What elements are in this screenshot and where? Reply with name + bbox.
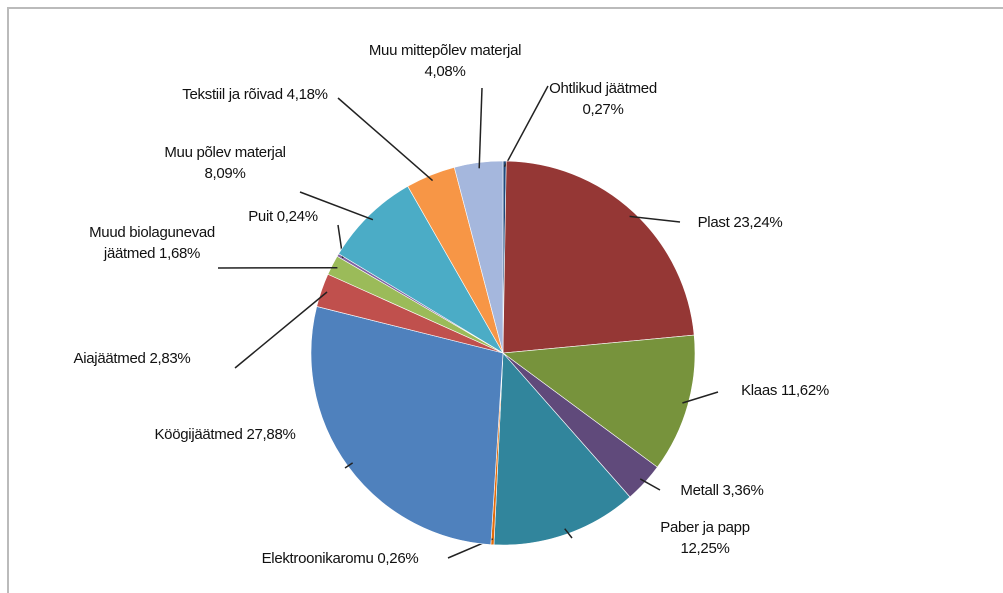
- value-label: 1,68%: [159, 245, 201, 262]
- data-label: Tekstiil ja rõivad 4,18%: [170, 84, 340, 105]
- leader-line: [234, 291, 328, 369]
- value-label: 0,27%: [582, 101, 624, 118]
- value-label: 27,88%: [246, 426, 296, 443]
- data-label: Metall 3,36%: [652, 480, 792, 501]
- data-label: Plast 23,24%: [670, 212, 810, 233]
- leader-line: [503, 85, 549, 168]
- value-label: 0,24%: [276, 208, 318, 225]
- leader-line: [639, 478, 661, 491]
- data-label: Muu põlev materjal 8,09%: [145, 142, 305, 184]
- value-label: 12,25%: [680, 540, 730, 557]
- value-label: 3,36%: [722, 482, 764, 499]
- category-name: Metall: [680, 482, 719, 499]
- category-name: Paber ja papp: [660, 519, 750, 536]
- pie-slice: [453, 160, 504, 354]
- category-name: Elektroonikaromu: [261, 550, 374, 567]
- data-label: Aiajäätmed 2,83%: [47, 348, 217, 369]
- value-label: 4,18%: [286, 86, 328, 103]
- category-name: Muu mittepõlev materjal: [368, 42, 522, 59]
- leader-line: [478, 87, 483, 169]
- data-label: Ohtlikud jäätmed 0,27%: [533, 78, 673, 120]
- data-label: Muu mittepõlev materjal 4,08%: [355, 40, 535, 82]
- category-name: Klaas: [741, 382, 778, 399]
- category-name: Muud biolagunevad jäätmed: [89, 224, 215, 262]
- pie-slice: [493, 352, 631, 546]
- category-name: Puit: [248, 208, 273, 225]
- data-label: Köögijäätmed 27,88%: [145, 424, 305, 445]
- pie-slice: [502, 160, 695, 354]
- data-label: Klaas 11,62%: [715, 380, 855, 401]
- leader-line: [299, 191, 374, 221]
- leader-line: [564, 528, 573, 539]
- leader-line: [682, 391, 719, 404]
- leader-line: [629, 215, 681, 223]
- category-name: Aiajäätmed: [73, 350, 146, 367]
- category-name: Muu põlev materjal: [164, 144, 286, 161]
- value-label: 11,62%: [780, 382, 829, 399]
- value-label: 23,24%: [733, 214, 783, 231]
- category-name: Ohtlikud jäätmed: [549, 80, 657, 97]
- category-name: Köögijäätmed: [154, 426, 243, 443]
- value-label: 0,26%: [377, 550, 419, 567]
- pie-slice: [338, 185, 504, 354]
- data-label: Puit 0,24%: [228, 206, 338, 227]
- data-label: Elektroonikaromu 0,26%: [250, 548, 430, 569]
- data-label: Muud biolagunevad jäätmed 1,68%: [62, 222, 242, 264]
- value-label: 4,08%: [424, 63, 466, 80]
- pie-slice: [502, 334, 696, 468]
- data-label: Paber ja papp 12,25%: [635, 517, 775, 559]
- category-name: Plast: [697, 214, 730, 231]
- value-label: 8,09%: [204, 165, 246, 182]
- leader-line: [337, 97, 434, 182]
- value-label: 2,83%: [149, 350, 191, 367]
- category-name: Tekstiil ja rõivad: [182, 86, 283, 103]
- leader-line: [344, 462, 354, 469]
